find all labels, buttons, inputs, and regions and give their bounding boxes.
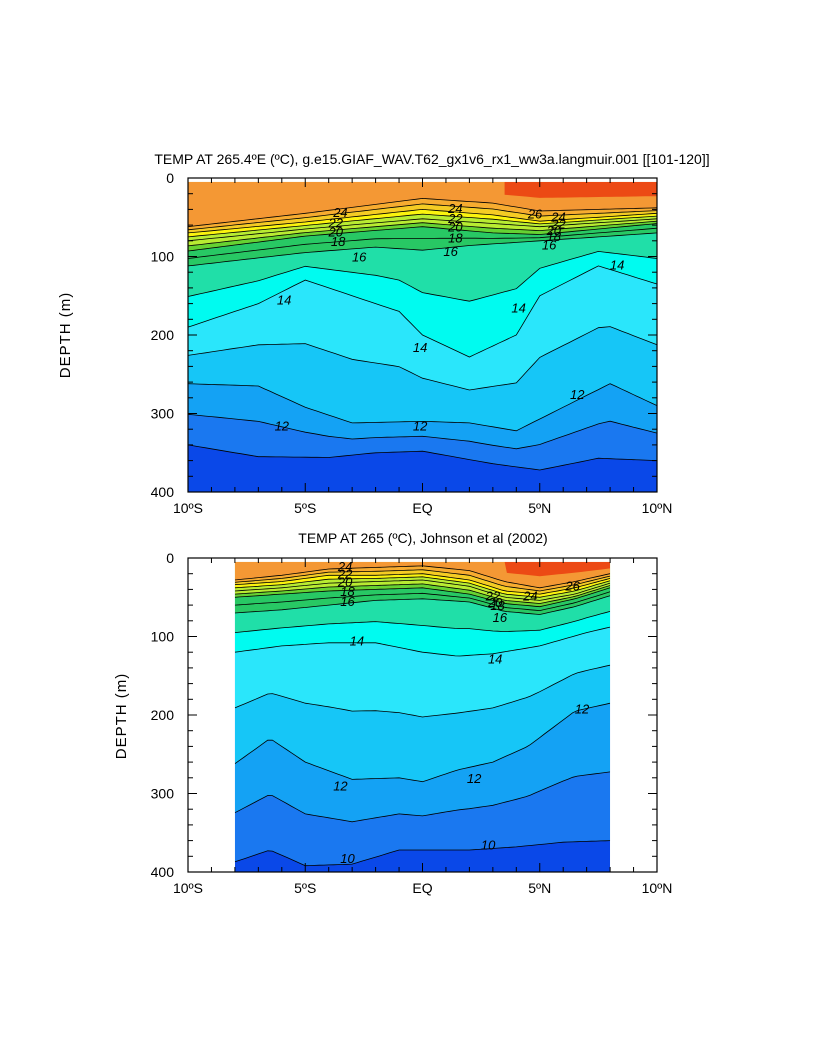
isotherm-14 [234,626,611,657]
contour-label: 10 [481,838,496,853]
contour-label: 16 [443,244,458,259]
contour-label: 14 [610,257,624,272]
contour-label: 22 [550,217,566,232]
isotherm-16 [187,232,658,267]
isotherm-10 [187,444,658,471]
isotherm-21 [234,576,611,598]
contour-label: 22 [485,589,501,604]
isotherm-18 [234,587,611,608]
contour-label: 16 [340,594,355,609]
isotherm-17 [187,227,658,259]
panel-title: TEMP AT 265.4ºE (ºC), g.e15.GIAF_WAV.T62… [154,151,709,167]
contour-label: 10 [340,851,355,866]
contour-label: 14 [350,633,364,648]
isotherm-19 [234,583,611,604]
x-tick-label: 10ºN [642,880,673,896]
y-tick-label: 200 [151,707,175,723]
panel-title: TEMP AT 265 (ºC), Johnson et al (2002) [298,530,547,546]
contour-label: 14 [511,301,525,316]
contour-label: 16 [352,250,367,265]
isotherm-12 [187,383,658,432]
contour-label: 12 [467,771,482,786]
contour-label: 16 [542,238,557,253]
contour-label: 20 [447,220,463,235]
y-tick-label: 0 [166,170,174,186]
x-tick-label: 10ºN [642,500,673,516]
isotherm-24 [187,197,658,228]
isotherm-23 [234,569,611,592]
x-tick-label: 5ºS [294,500,316,516]
isotherm-20 [187,218,658,242]
isotherm-22 [187,208,658,234]
contour-label: 18 [340,584,355,599]
contour-label: 14 [413,340,427,355]
contour-label: 24 [550,209,565,224]
contour-label: 12 [275,418,290,433]
contour-label: 20 [487,595,503,610]
y-tick-label: 300 [151,406,175,422]
x-tick-label: 5ºS [294,880,316,896]
isotherm-10 [234,840,611,867]
y-axis-label: DEPTH (m) [57,292,74,379]
isotherm-12 [234,702,611,783]
contour-label: 20 [546,223,562,238]
isotherm-23 [187,203,658,231]
x-tick-label: EQ [412,500,432,516]
isotherm-11 [234,771,611,823]
isotherm-13 [187,326,658,391]
y-tick-label: 100 [151,629,175,645]
contour-label: 24 [337,559,352,574]
x-tick-label: 5ºN [528,880,551,896]
contour-label: 14 [488,651,502,666]
isotherm-15 [187,250,658,302]
isotherm-20 [234,579,611,601]
contour-label: 18 [490,598,505,613]
contour-label: 12 [333,779,348,794]
contour-label: 24 [447,201,462,216]
contour-label: 14 [277,293,291,308]
isotherm-22 [234,573,611,595]
isotherm-16 [234,595,611,615]
y-axis-label: DEPTH (m) [113,673,130,760]
contour-label: 22 [337,567,353,582]
contour-label: 26 [527,206,543,221]
contour-label: 16 [493,610,508,625]
contour-band-26 [504,181,657,198]
contour-label: 18 [547,229,562,244]
x-tick-label: 10ºS [173,500,203,516]
contour-label: 20 [337,575,353,590]
y-tick-label: 100 [151,249,175,265]
contour-label: 26 [564,578,580,593]
contour-band-26 [504,561,611,577]
isotherm-18 [187,223,658,252]
contour-label: 20 [328,224,344,239]
x-tick-label: EQ [412,880,432,896]
isotherm-17 [234,591,611,612]
contour-label: 22 [328,216,344,231]
y-tick-label: 0 [166,550,174,566]
y-tick-label: 400 [151,484,175,500]
isotherm-13 [234,664,611,718]
isotherm-14 [187,265,658,358]
y-tick-label: 400 [151,864,175,880]
contour-label: 22 [447,211,463,226]
contour-label: 12 [575,702,590,717]
contour-label: 18 [331,234,346,249]
contour-label: 12 [570,387,585,402]
y-tick-label: 300 [151,786,175,802]
isotherm-15 [234,611,611,633]
x-tick-label: 5ºN [528,500,551,516]
contour-label: 18 [448,231,463,246]
contour-label: 24 [522,589,537,604]
isotherm-21 [187,213,658,238]
isotherm-11 [187,413,658,450]
contour-label: 24 [332,205,347,220]
x-tick-label: 10ºS [173,880,203,896]
contour-label: 12 [413,418,428,433]
isotherm-19 [187,220,658,247]
y-tick-label: 200 [151,327,175,343]
